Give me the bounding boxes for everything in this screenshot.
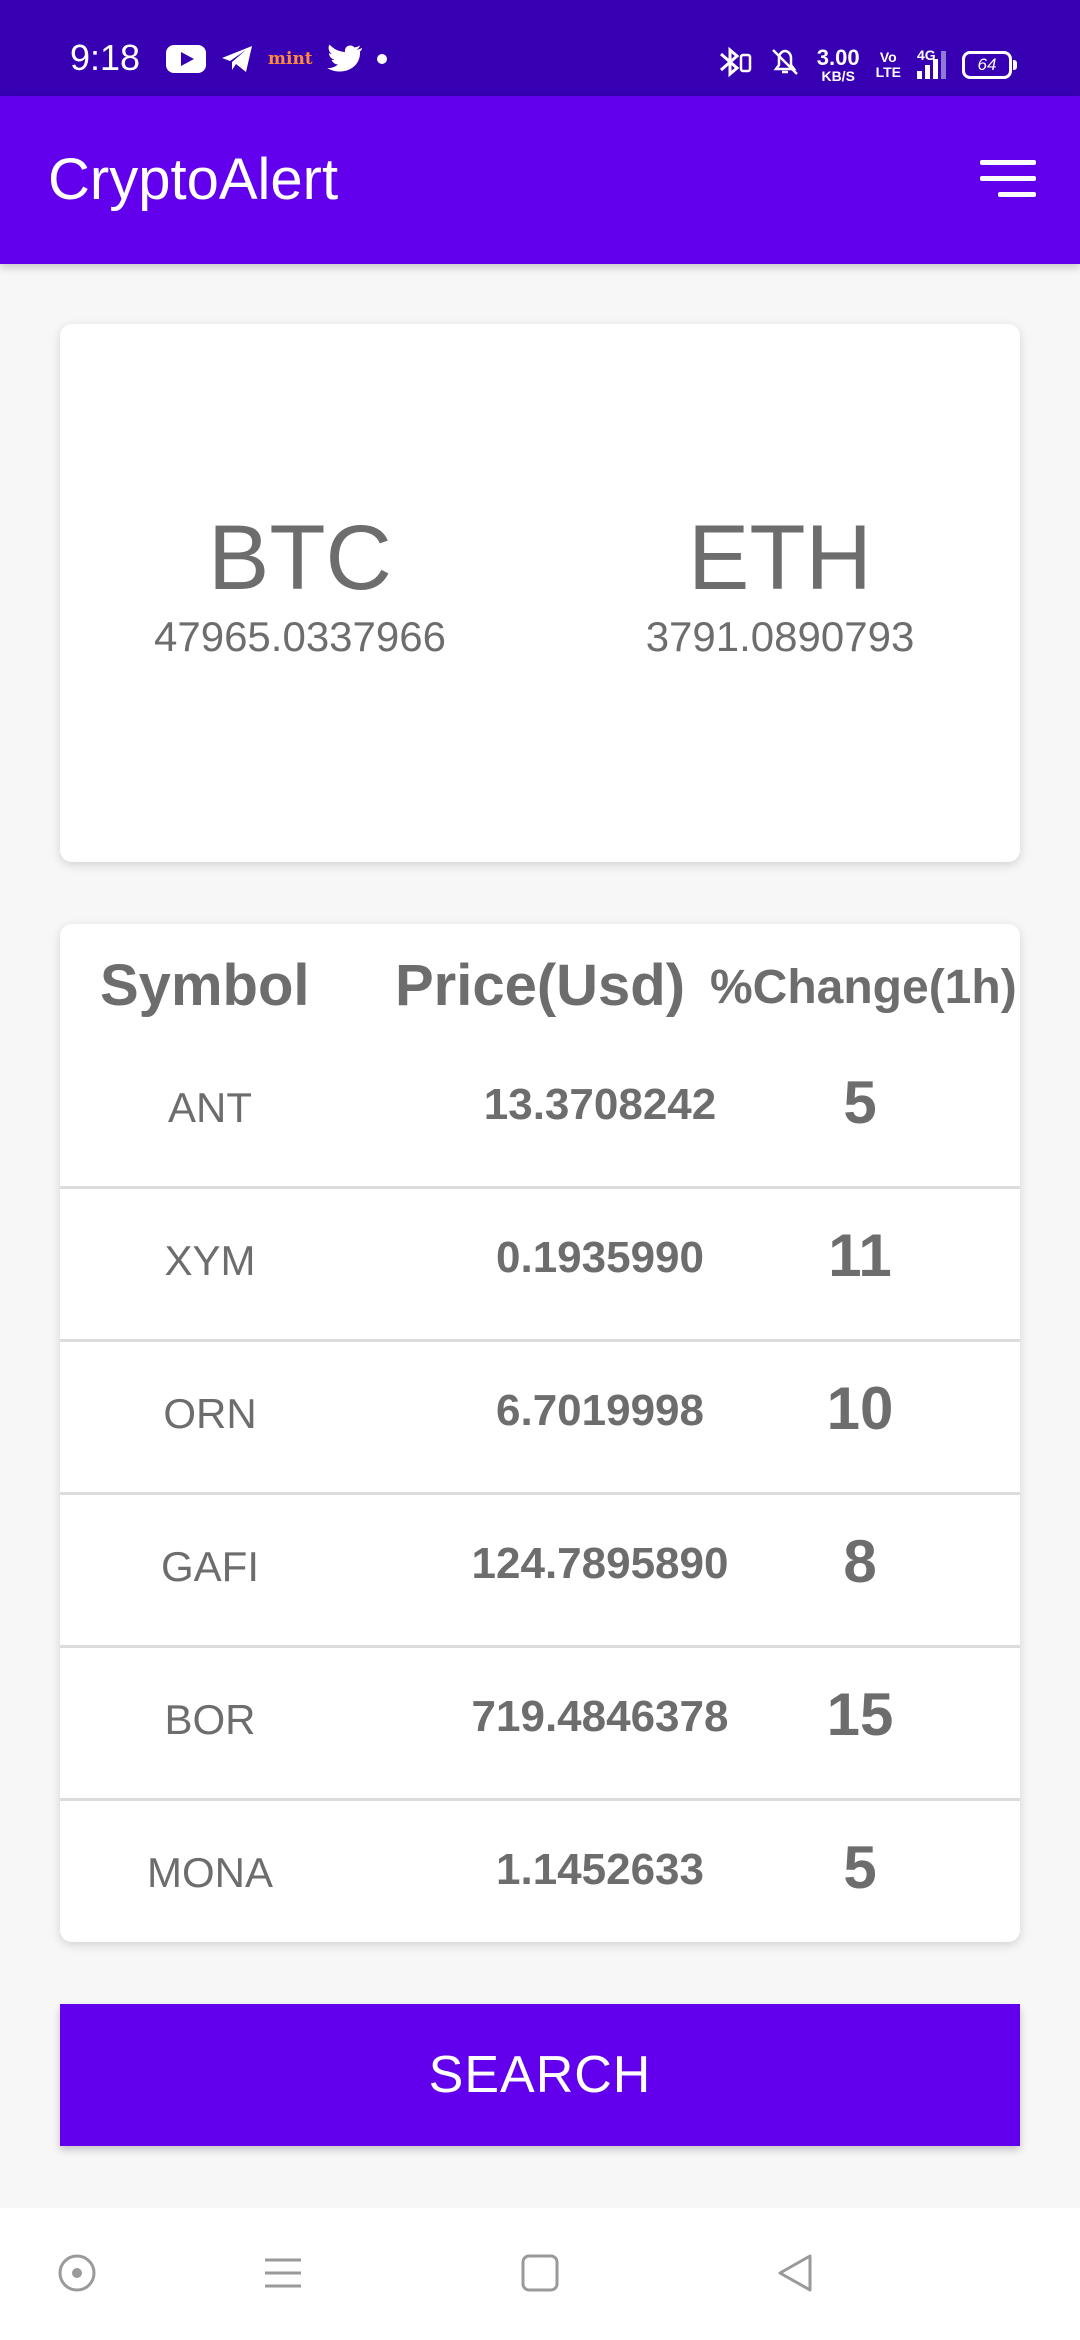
search-button[interactable]: SEARCH bbox=[60, 2004, 1020, 2146]
volte-indicator: Vo LTE bbox=[876, 50, 901, 79]
system-nav-bar bbox=[0, 2208, 1080, 2340]
row-change: 5 bbox=[843, 1834, 877, 1901]
row-price: 1.1452633 bbox=[496, 1845, 704, 1894]
assistant-circle-icon[interactable] bbox=[56, 2252, 98, 2299]
battery-level: 64 bbox=[977, 54, 997, 74]
home-square-icon[interactable] bbox=[519, 2252, 561, 2299]
header-change: %Change(1h) bbox=[710, 961, 1017, 1014]
row-change: 8 bbox=[843, 1528, 877, 1595]
coin-price: 47965.0337966 bbox=[154, 613, 446, 660]
youtube-icon bbox=[166, 45, 206, 73]
network-speed-value: 3.00 bbox=[816, 44, 860, 70]
app-title: CryptoAlert bbox=[48, 147, 339, 212]
row-change: 11 bbox=[828, 1222, 892, 1289]
header-price: Price(Usd) bbox=[394, 953, 686, 1018]
coin-price: 3791.0890793 bbox=[645, 613, 915, 660]
row-divider bbox=[60, 1492, 1020, 1495]
signal-icon: 4G bbox=[917, 47, 946, 79]
back-triangle-icon[interactable] bbox=[774, 2252, 816, 2299]
row-symbol: XYM bbox=[164, 1237, 256, 1284]
featured-prices-card: BTC 47965.0337966 ETH 3791.0890793 bbox=[60, 324, 1020, 862]
dot-icon bbox=[376, 54, 387, 64]
featured-coin-btc: BTC 47965.0337966 bbox=[60, 512, 540, 660]
app-bar: CryptoAlert bbox=[0, 96, 1080, 264]
row-symbol: MONA bbox=[147, 1849, 273, 1896]
row-symbol: ORN bbox=[163, 1390, 257, 1437]
mint-icon: mint bbox=[268, 49, 313, 69]
crypto-table: Symbol Price(Usd) %Change(1h) ANT 13.370… bbox=[60, 924, 1020, 1942]
network-speed: 3.00 KB/S bbox=[816, 44, 860, 84]
featured-coin-eth: ETH 3791.0890793 bbox=[540, 512, 1020, 660]
header-symbol: Symbol bbox=[100, 953, 310, 1018]
status-time: 9:18 bbox=[70, 37, 141, 78]
table-header: Symbol Price(Usd) %Change(1h) bbox=[60, 952, 1020, 1032]
twitter-icon bbox=[326, 44, 363, 74]
row-symbol: ANT bbox=[168, 1084, 252, 1131]
battery-icon: 64 bbox=[962, 50, 1017, 79]
row-change: 10 bbox=[826, 1375, 894, 1442]
telegram-icon bbox=[220, 44, 254, 74]
status-bar: 9:18 mint bbox=[0, 0, 1080, 96]
row-symbol: GAFI bbox=[160, 1543, 259, 1590]
recents-menu-icon[interactable] bbox=[262, 2252, 304, 2299]
system-status-icons: 3.00 KB/S Vo LTE 4G 64 bbox=[717, 44, 1017, 84]
row-divider bbox=[60, 1798, 1020, 1801]
mute-bell-icon bbox=[769, 46, 801, 83]
row-change: 5 bbox=[843, 1069, 877, 1136]
row-divider bbox=[60, 1186, 1020, 1189]
row-price: 719.4846378 bbox=[471, 1692, 729, 1741]
volte-bottom: LTE bbox=[875, 63, 901, 80]
notification-icons: mint bbox=[166, 44, 387, 74]
row-price: 124.7895890 bbox=[471, 1539, 729, 1588]
row-symbol: BOR bbox=[164, 1696, 256, 1743]
hamburger-menu-icon[interactable] bbox=[980, 160, 1036, 200]
coin-symbol: BTC bbox=[208, 507, 392, 609]
volte-top: Vo bbox=[879, 48, 897, 65]
row-price: 6.7019998 bbox=[496, 1386, 704, 1435]
bluetooth-icon bbox=[717, 46, 753, 83]
network-type-label: 4G bbox=[917, 46, 936, 63]
row-price: 0.1935990 bbox=[496, 1233, 704, 1282]
row-divider bbox=[60, 1645, 1020, 1648]
row-change: 15 bbox=[826, 1681, 894, 1748]
row-price: 13.3708242 bbox=[483, 1080, 717, 1129]
coin-symbol: ETH bbox=[688, 507, 872, 609]
row-divider bbox=[60, 1339, 1020, 1342]
network-speed-unit: KB/S bbox=[821, 67, 855, 84]
